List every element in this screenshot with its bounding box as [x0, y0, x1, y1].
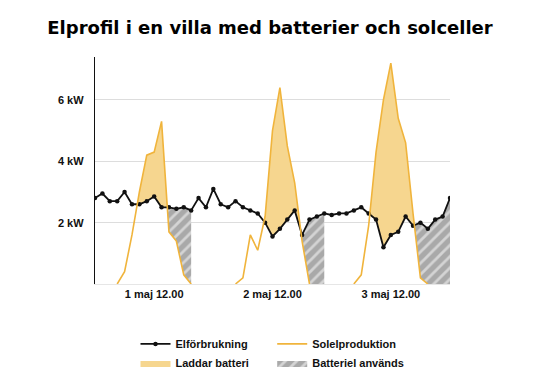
svg-text:Elprofil i en villa med batter: Elprofil i en villa med batterier och so… [47, 17, 493, 38]
svg-text:4 kW: 4 kW [58, 155, 84, 167]
svg-text:Laddar batteri: Laddar batteri [176, 357, 249, 369]
svg-text:2 kW: 2 kW [58, 217, 84, 229]
svg-text:6 kW: 6 kW [58, 94, 84, 106]
svg-text:Batteriel används: Batteriel används [312, 357, 404, 369]
svg-text:3 maj 12.00: 3 maj 12.00 [361, 288, 420, 300]
svg-text:2 maj 12.00: 2 maj 12.00 [243, 288, 302, 300]
svg-text:1 maj 12.00: 1 maj 12.00 [125, 288, 184, 300]
svg-text:Elförbrukning: Elförbrukning [176, 338, 248, 350]
svg-text:Solelproduktion: Solelproduktion [312, 338, 396, 350]
